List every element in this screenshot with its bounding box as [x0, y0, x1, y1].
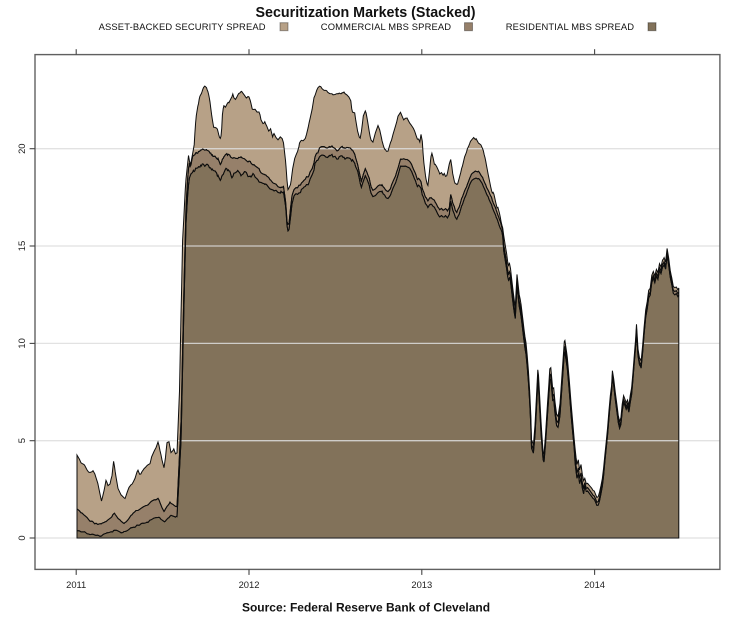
svg-text:2011: 2011 — [66, 579, 86, 590]
svg-text:20: 20 — [16, 143, 27, 153]
svg-text:5: 5 — [16, 438, 27, 443]
svg-text:Source: Federal Reserve Bank o: Source: Federal Reserve Bank of Clevelan… — [242, 601, 490, 615]
svg-text:2012: 2012 — [239, 579, 260, 590]
svg-text:2013: 2013 — [411, 579, 432, 590]
svg-text:0: 0 — [16, 535, 27, 540]
svg-text:ASSET-BACKED SECURITY SPREAD: ASSET-BACKED SECURITY SPREAD — [99, 21, 266, 32]
svg-text:Securitization Markets (Stacke: Securitization Markets (Stacked) — [255, 5, 475, 21]
svg-text:RESIDENTIAL MBS SPREAD: RESIDENTIAL MBS SPREAD — [506, 21, 635, 32]
svg-text:10: 10 — [16, 338, 27, 348]
svg-text:COMMERCIAL MBS SPREAD: COMMERCIAL MBS SPREAD — [321, 21, 452, 32]
svg-text:2014: 2014 — [584, 579, 605, 590]
svg-text:15: 15 — [16, 241, 27, 251]
